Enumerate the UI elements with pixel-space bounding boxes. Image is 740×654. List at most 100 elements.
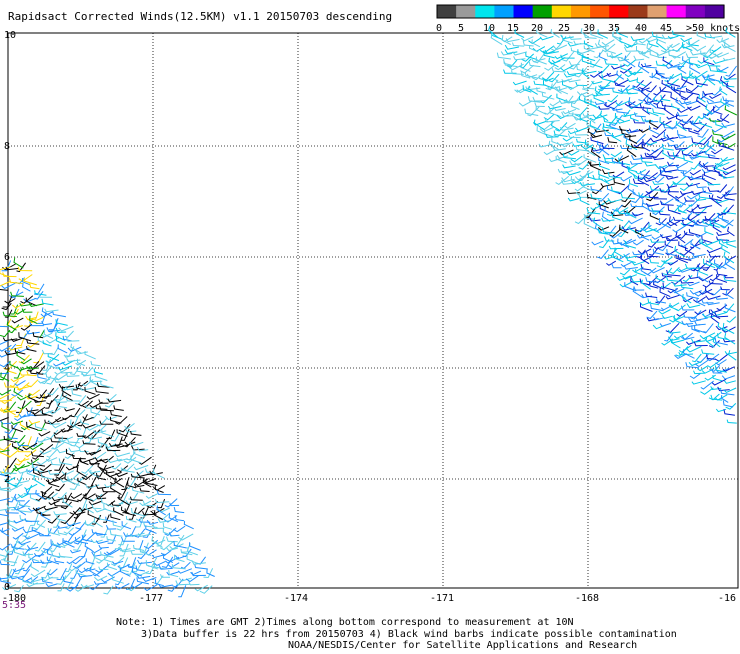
wind-barb [183, 521, 194, 530]
wind-barb [723, 409, 735, 416]
wind-barb [694, 197, 707, 202]
wind-barb [118, 491, 129, 505]
wind-barb [705, 354, 716, 360]
wind-barb [680, 93, 694, 101]
wind-barb [640, 303, 653, 312]
wind-barb [682, 56, 694, 66]
wind-barb [623, 239, 637, 245]
wind-barb [662, 56, 673, 67]
wind-barb [653, 120, 665, 130]
wind-barb [724, 258, 736, 271]
wind-barb [665, 237, 679, 242]
wind-barb [702, 90, 713, 96]
wind-barb [13, 388, 23, 398]
wind-barb [670, 85, 681, 96]
wind-barb [47, 353, 60, 362]
wind-barb [162, 553, 174, 564]
wind-barb [623, 59, 637, 67]
wind-barb [167, 583, 179, 592]
legend-label: 45 [660, 23, 672, 34]
wind-barb [116, 522, 128, 531]
wind-barb [22, 551, 34, 556]
wind-barb [697, 365, 709, 372]
wind-barb [607, 94, 619, 103]
wind-barb [663, 260, 674, 264]
wind-barb [597, 249, 609, 259]
wind-barb [40, 443, 54, 452]
wind-barb [116, 429, 128, 437]
wind-barb [662, 149, 673, 160]
wind-barb [136, 577, 150, 585]
wind-barb [145, 525, 157, 534]
wind-barb [513, 56, 526, 61]
wind-barb [554, 53, 569, 60]
wind-barb [62, 538, 75, 548]
wind-barb [84, 542, 93, 552]
wind-barb [583, 154, 597, 163]
wind-barb [0, 372, 10, 382]
wind-barb [677, 65, 687, 74]
wind-barb [711, 148, 723, 155]
wind-barb [675, 121, 687, 132]
wind-barb [598, 175, 610, 185]
wind-barb [671, 275, 686, 285]
wind-barb [624, 55, 636, 68]
wind-barb [715, 408, 727, 413]
wind-barb [709, 48, 720, 58]
wind-barb [72, 561, 86, 570]
wind-barb [164, 498, 178, 508]
wind-barb [501, 35, 511, 45]
wind-barb [46, 492, 58, 500]
wind-barb [637, 61, 650, 74]
wind-barb [103, 514, 110, 523]
wind-barb [630, 36, 645, 42]
wind-barb [665, 275, 681, 282]
wind-barb [37, 469, 52, 474]
wind-barb [653, 97, 664, 102]
wind-barb [72, 510, 86, 516]
wind-barb [56, 402, 68, 409]
wind-barb [599, 110, 609, 122]
wind-barb [612, 204, 623, 212]
wind-barb [714, 312, 729, 318]
wind-barb [679, 190, 694, 195]
wind-barb [603, 255, 617, 260]
wind-barb [655, 70, 668, 80]
wind-barb [590, 123, 602, 135]
wind-barb [0, 543, 11, 551]
wind-barb [169, 502, 180, 507]
wind-barb [55, 336, 66, 346]
wind-barb [660, 94, 671, 102]
wind-barb [599, 239, 610, 249]
wind-barb [541, 91, 555, 100]
wind-barb [6, 405, 16, 416]
wind-barb [143, 584, 158, 592]
wind-barb [69, 419, 82, 430]
wind-barb [606, 260, 617, 266]
legend-swatch [570, 5, 591, 18]
wind-barb [146, 519, 159, 525]
wind-barb [29, 315, 38, 325]
wind-barb [649, 246, 659, 256]
wind-barb [47, 469, 60, 475]
wind-barb [623, 133, 632, 142]
wind-barb [85, 434, 94, 444]
wind-barb [37, 378, 51, 384]
wind-barb [88, 500, 103, 506]
wind-barb [720, 98, 730, 108]
wind-barb [563, 122, 576, 129]
wind-barb [3, 382, 19, 388]
wind-barb [61, 470, 75, 476]
wind-barb [5, 478, 18, 488]
wind-barb [600, 183, 616, 188]
wind-barb [696, 31, 707, 40]
wind-barb [127, 481, 137, 489]
wind-barb [631, 260, 646, 266]
wind-barb [713, 218, 727, 228]
wind-barb [53, 361, 66, 367]
wind-barb [642, 199, 653, 207]
wind-barb [168, 569, 179, 578]
wind-barb [713, 164, 724, 177]
wind-barb [0, 407, 17, 413]
wind-barb [643, 98, 658, 104]
